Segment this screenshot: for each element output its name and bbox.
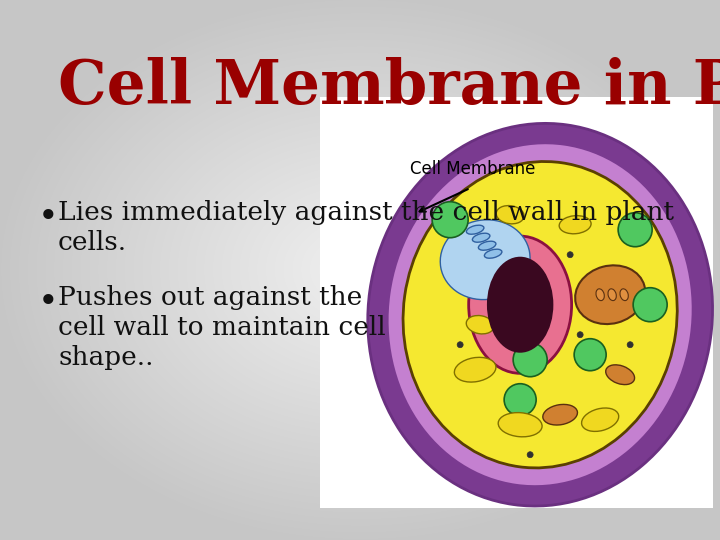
Ellipse shape	[513, 343, 547, 377]
Ellipse shape	[559, 215, 591, 234]
Ellipse shape	[485, 249, 502, 258]
Ellipse shape	[527, 452, 533, 458]
Ellipse shape	[478, 241, 496, 250]
Ellipse shape	[575, 265, 645, 324]
Ellipse shape	[574, 339, 606, 371]
Ellipse shape	[498, 413, 542, 437]
Text: •: •	[38, 200, 58, 234]
Ellipse shape	[457, 342, 463, 348]
Ellipse shape	[379, 134, 701, 495]
Text: cell wall to maintain cell: cell wall to maintain cell	[58, 315, 386, 340]
Text: Pushes out against the: Pushes out against the	[58, 285, 362, 310]
Ellipse shape	[627, 342, 633, 348]
Ellipse shape	[496, 206, 524, 224]
Ellipse shape	[608, 289, 616, 301]
Ellipse shape	[497, 272, 503, 278]
Text: shape..: shape..	[58, 345, 153, 370]
Ellipse shape	[606, 365, 634, 384]
Ellipse shape	[488, 258, 552, 352]
Ellipse shape	[596, 289, 604, 301]
Ellipse shape	[467, 315, 494, 334]
Ellipse shape	[469, 236, 572, 373]
Ellipse shape	[432, 202, 468, 238]
Ellipse shape	[582, 408, 618, 431]
Ellipse shape	[403, 161, 678, 468]
Ellipse shape	[454, 357, 496, 382]
Ellipse shape	[620, 289, 629, 301]
Ellipse shape	[577, 332, 583, 338]
Ellipse shape	[379, 134, 701, 495]
Ellipse shape	[543, 404, 577, 425]
Text: Lies immediately against the cell wall in plant: Lies immediately against the cell wall i…	[58, 200, 674, 225]
Ellipse shape	[467, 225, 484, 234]
Ellipse shape	[504, 384, 536, 416]
Ellipse shape	[472, 233, 490, 242]
Text: •: •	[38, 285, 58, 319]
Text: Cell Membrane in Plants: Cell Membrane in Plants	[58, 57, 720, 117]
Ellipse shape	[633, 288, 667, 322]
FancyBboxPatch shape	[320, 97, 713, 508]
Ellipse shape	[567, 252, 573, 258]
Text: Cell Membrane: Cell Membrane	[410, 160, 536, 178]
Ellipse shape	[618, 213, 652, 247]
Ellipse shape	[440, 220, 530, 300]
Text: cells.: cells.	[58, 230, 127, 255]
